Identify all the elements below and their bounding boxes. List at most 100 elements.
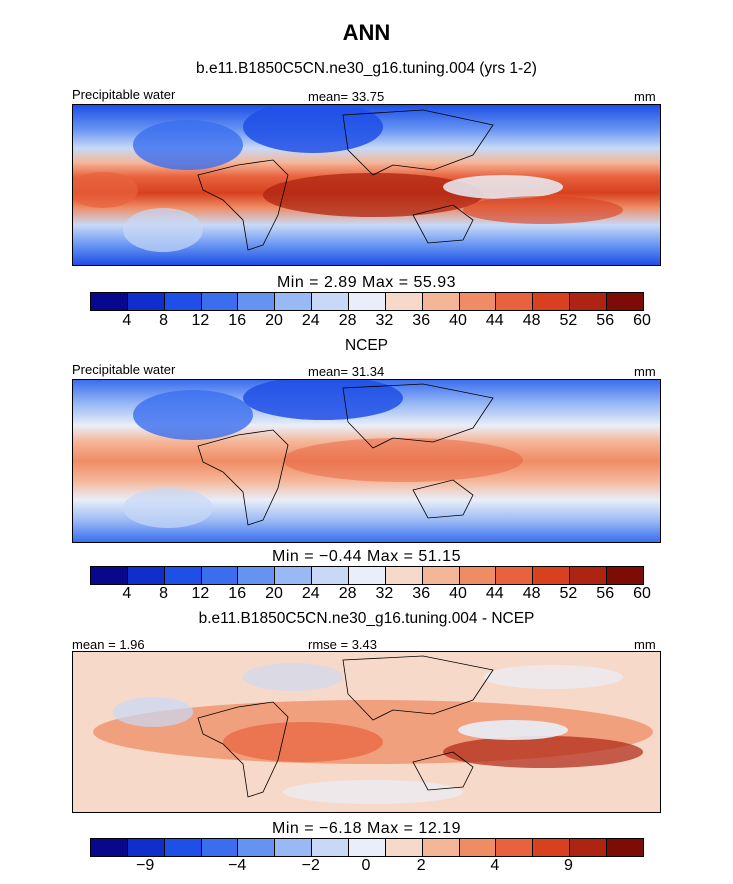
colorbar-tick-label: 28	[338, 312, 357, 329]
colorbar-swatch	[91, 567, 128, 584]
colorbar-swatch	[91, 839, 128, 856]
panel2-colorbar	[90, 566, 644, 585]
panel1-units: mm	[634, 89, 656, 104]
panel1-colorbar-ticks: 4 8 12 16 20 24 28 32 36 40 44 48 52 56 60	[90, 312, 651, 332]
colorbar-tick-label: 12	[191, 312, 210, 329]
colorbar-swatch	[422, 293, 460, 310]
colorbar-swatch	[570, 293, 608, 310]
colorbar-tick-label: 48	[522, 312, 541, 329]
colorbar-swatch	[91, 293, 128, 310]
colorbar-tick-label: 56	[596, 312, 615, 329]
colorbar-swatch	[201, 293, 239, 310]
colorbar-tick-label: 32	[375, 312, 394, 329]
colorbar-tick-label: 12	[191, 585, 210, 602]
colorbar-tick-label: 52	[559, 585, 578, 602]
colorbar-swatch	[496, 293, 534, 310]
colorbar-swatch	[349, 567, 386, 584]
colorbar-tick-label: 0	[361, 857, 371, 874]
colorbar-swatch	[312, 293, 350, 310]
colorbar-swatch	[349, 293, 386, 310]
colorbar-tick-label: 9	[563, 857, 573, 874]
colorbar-swatch	[312, 567, 350, 584]
panel2-minmax: Min = −0.44 Max = 51.15	[272, 548, 461, 565]
colorbar-tick-label: 20	[265, 585, 283, 602]
panel1-colorbar	[90, 292, 644, 311]
panel2-mean-label: mean= 31.34	[308, 364, 385, 379]
panel3-units: mm	[634, 637, 656, 652]
colorbar-swatch	[459, 293, 497, 310]
colorbar-tick-label: 40	[449, 312, 467, 329]
colorbar-swatch	[459, 839, 497, 856]
colorbar-tick-label: 8	[159, 585, 169, 602]
colorbar-swatch	[164, 567, 202, 584]
colorbar-tick-label: 36	[412, 585, 431, 602]
colorbar-tick-label: 36	[412, 312, 431, 329]
colorbar-swatch	[459, 567, 497, 584]
colorbar-swatch	[570, 839, 608, 856]
colorbar-tick-label: 32	[375, 585, 394, 602]
colorbar-tick-label: 44	[485, 312, 504, 329]
colorbar-tick-label: 24	[301, 585, 320, 602]
colorbar-swatch	[312, 839, 350, 856]
colorbar-tick-label: 44	[485, 585, 504, 602]
colorbar-swatch	[164, 293, 202, 310]
colorbar-swatch	[349, 839, 386, 856]
colorbar-tick-label: 8	[159, 312, 169, 329]
colorbar-swatch	[496, 567, 534, 584]
panel2-variable-label: Precipitable water	[72, 362, 176, 377]
colorbar-tick-label: 56	[596, 585, 615, 602]
colorbar-tick-label: 60	[633, 585, 651, 602]
colorbar-swatch	[385, 567, 423, 584]
colorbar-tick-label: 4	[490, 857, 500, 874]
colorbar-swatch	[275, 839, 313, 856]
colorbar-tick-label: 52	[559, 312, 578, 329]
colorbar-swatch	[533, 839, 571, 856]
colorbar-swatch	[385, 839, 423, 856]
page-title: ANN	[342, 20, 391, 45]
colorbar-tick-label: −9	[136, 857, 155, 874]
colorbar-swatch	[496, 839, 534, 856]
colorbar-swatch	[570, 567, 608, 584]
colorbar-swatch	[127, 293, 165, 310]
panel3-map	[72, 651, 661, 813]
panel2-subtitle: NCEP	[344, 337, 389, 354]
colorbar-swatch	[127, 839, 165, 856]
colorbar-tick-label: 24	[301, 312, 320, 329]
panel3-rmse-label: rmse = 3.43	[308, 637, 378, 652]
colorbar-tick-label: 4	[122, 585, 132, 602]
panel3-mean-label: mean = 1.96	[72, 637, 145, 652]
panel3-minmax: Min = −6.18 Max = 12.19	[272, 820, 461, 837]
colorbar-swatch	[533, 567, 571, 584]
colorbar-swatch	[607, 839, 643, 856]
colorbar-tick-label: 48	[522, 585, 541, 602]
colorbar-swatch	[164, 839, 202, 856]
panel1-mean-label: mean= 33.75	[308, 89, 385, 104]
colorbar-swatch	[385, 293, 423, 310]
colorbar-tick-label: −2	[301, 857, 320, 874]
colorbar-tick-label: 2	[416, 857, 426, 874]
colorbar-tick-label: 40	[449, 585, 467, 602]
panel3-subtitle: b.e11.B1850C5CN.ne30_g16.tuning.004 - NC…	[198, 610, 535, 627]
colorbar-tick-label: 16	[228, 585, 247, 602]
panel1-variable-label: Precipitable water	[72, 87, 176, 102]
colorbar-swatch	[422, 839, 460, 856]
panel3-colorbar-ticks: −9 −4 −2 0 2 4 9	[90, 857, 642, 877]
colorbar-swatch	[275, 293, 313, 310]
panel2-colorbar-ticks: 4 8 12 16 20 24 28 32 36 40 44 48 52 56 60	[90, 585, 651, 605]
colorbar-swatch	[533, 293, 571, 310]
colorbar-swatch	[275, 567, 313, 584]
colorbar-tick-label: 60	[633, 312, 651, 329]
panel1-minmax: Min = 2.89 Max = 55.93	[276, 274, 457, 291]
colorbar-swatch	[201, 567, 239, 584]
panel1-subtitle: b.e11.B1850C5CN.ne30_g16.tuning.004 (yrs…	[196, 60, 537, 77]
panel2-map	[72, 379, 661, 543]
colorbar-tick-label: 20	[265, 312, 283, 329]
colorbar-tick-label: 4	[122, 312, 132, 329]
panel3-colorbar	[90, 838, 644, 857]
colorbar-swatch	[607, 293, 643, 310]
colorbar-swatch	[238, 293, 276, 310]
panel1-map	[72, 104, 661, 266]
colorbar-swatch	[607, 567, 643, 584]
colorbar-swatch	[238, 839, 276, 856]
colorbar-tick-label: 16	[228, 312, 247, 329]
